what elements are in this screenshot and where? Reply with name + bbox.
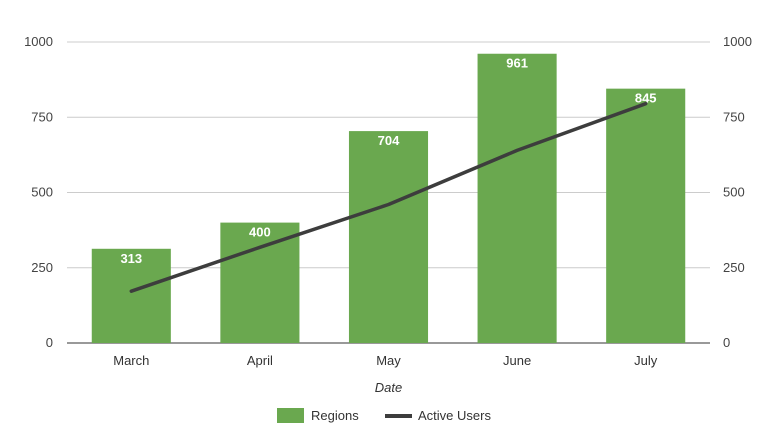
- right-tick-label: 750: [723, 109, 745, 124]
- left-tick-label: 0: [46, 335, 53, 350]
- bar: [91, 248, 171, 343]
- bar-series: [91, 53, 686, 343]
- category-label: April: [247, 353, 273, 368]
- bar-data-label: 400: [249, 225, 271, 240]
- right-tick-label: 500: [723, 185, 745, 200]
- category-label: May: [376, 353, 401, 368]
- bar-data-label: 961: [506, 56, 528, 71]
- bar-data-label: 704: [378, 133, 400, 148]
- category-label: June: [503, 353, 531, 368]
- bar: [348, 131, 429, 343]
- right-axis: 0 250 500 750 1000: [723, 34, 752, 350]
- active-users-line: [129, 101, 648, 293]
- bar: [477, 53, 557, 343]
- x-axis: March April May June July: [113, 353, 658, 368]
- bar-data-label: 845: [635, 91, 657, 106]
- left-tick-label: 250: [31, 260, 53, 275]
- category-label: July: [634, 353, 658, 368]
- legend: Regions Active Users: [277, 408, 491, 423]
- left-axis: 0 250 500 750 1000: [24, 34, 53, 350]
- bar-data-label: 313: [120, 251, 142, 266]
- left-tick-label: 500: [31, 185, 53, 200]
- legend-swatch-regions: [277, 408, 304, 423]
- right-tick-label: 0: [723, 335, 730, 350]
- left-tick-label: 750: [31, 109, 53, 124]
- legend-label-regions: Regions: [311, 408, 359, 423]
- right-tick-label: 250: [723, 260, 745, 275]
- left-tick-label: 1000: [24, 34, 53, 49]
- right-tick-label: 1000: [723, 34, 752, 49]
- x-axis-title: Date: [375, 380, 402, 395]
- bar: [220, 222, 300, 343]
- bar: [606, 88, 686, 343]
- category-label: March: [113, 353, 149, 368]
- line-series: [129, 101, 648, 293]
- bar-data-labels: 313 400 704 961 845: [120, 56, 656, 266]
- legend-label-active-users: Active Users: [418, 408, 491, 423]
